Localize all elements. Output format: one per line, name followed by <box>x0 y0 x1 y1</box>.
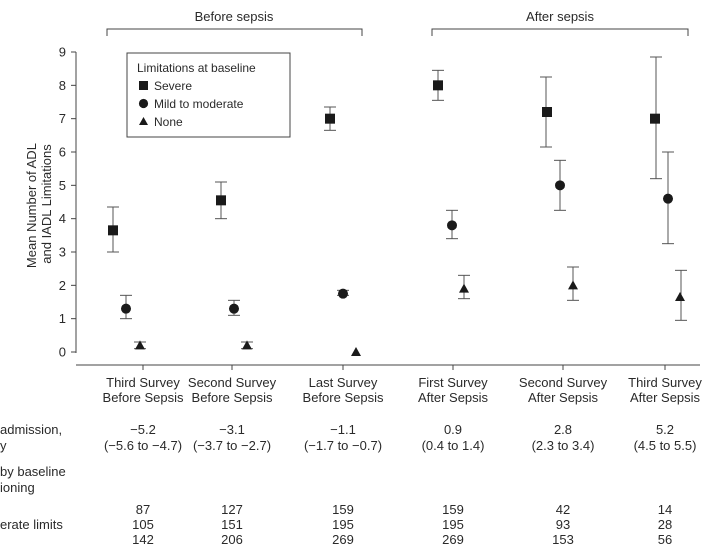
legend-item-none: None <box>154 115 183 129</box>
table-cell-count: 153 <box>552 532 574 547</box>
data-point-triangle <box>459 283 469 293</box>
data-point-square <box>108 225 118 236</box>
table-cell-estimate: 5.2 <box>656 422 674 437</box>
x-category-label: Third Survey <box>628 375 702 390</box>
table-row-label: by baseline <box>0 464 66 479</box>
y-tick-label: 7 <box>59 111 66 126</box>
data-point-circle <box>338 288 348 299</box>
y-tick-label: 9 <box>59 45 66 60</box>
series-circle <box>120 151 674 320</box>
x-category-label: Before Sepsis <box>303 390 384 405</box>
group-bracket-before: Before sepsis <box>106 9 363 36</box>
x-category-label: Second Survey <box>519 375 608 390</box>
y-tick-label: 4 <box>59 211 66 226</box>
legend-circle-icon <box>138 98 149 109</box>
table-cell-count: 93 <box>556 517 570 532</box>
y-axis-ticks: 0 1 2 3 4 5 6 7 8 9 <box>59 45 76 360</box>
data-point-circle <box>663 193 673 204</box>
table-cell-estimate: −1.1 <box>330 422 356 437</box>
data-point-square <box>542 107 552 117</box>
data-point-circle <box>229 303 239 314</box>
table-cell-ci: (−5.6 to −4.7) <box>104 438 182 453</box>
x-category-label: First Survey <box>418 375 488 390</box>
legend-title: Limitations at baseline <box>137 61 256 75</box>
legend-item-severe: Severe <box>154 79 192 93</box>
y-axis-label: Mean Number of ADL and IADL Limitations <box>24 140 54 268</box>
data-point-triangle <box>351 347 361 356</box>
table-cell-estimate: 2.8 <box>554 422 572 437</box>
table-cell-count: 269 <box>332 532 354 547</box>
table-row-label: admission, <box>0 422 62 437</box>
data-point-circle <box>447 220 457 231</box>
table-cell-count: 269 <box>442 532 464 547</box>
y-tick-label: 0 <box>59 345 66 360</box>
group-label-before: Before sepsis <box>195 9 274 24</box>
table-cell-count: 195 <box>332 517 354 532</box>
table-cell-estimate: 0.9 <box>444 422 462 437</box>
group-label-after: After sepsis <box>526 9 594 24</box>
table-cell-ci: (−3.7 to −2.7) <box>193 438 271 453</box>
table-cell-ci: (−1.7 to −0.7) <box>304 438 382 453</box>
series-square <box>107 56 662 253</box>
table-cell-count: 142 <box>132 532 154 547</box>
table-cell-count: 195 <box>442 517 464 532</box>
y-tick-label: 2 <box>59 278 66 293</box>
y-tick-label: 6 <box>59 145 66 160</box>
y-tick-label: 3 <box>59 245 66 260</box>
data-point-square <box>433 80 443 91</box>
table-cell-count: 151 <box>221 517 243 532</box>
table-cell-count: 87 <box>136 502 150 517</box>
data-point-square <box>650 113 660 124</box>
y-axis-label-line-2: and IADL Limitations <box>39 144 54 264</box>
legend: Limitations at baseline Severe Mild to m… <box>126 52 291 138</box>
table-cell-ci: (4.5 to 5.5) <box>634 438 697 453</box>
x-category-label: Before Sepsis <box>192 390 273 405</box>
data-point-triangle <box>568 280 578 290</box>
x-category-label: After Sepsis <box>630 390 701 405</box>
y-tick-label: 8 <box>59 78 66 93</box>
data-point-square <box>216 195 226 206</box>
summary-table: admission,y −5.2(−5.6 to −4.7) −3.1(−3.7 t… <box>0 422 696 547</box>
data-marks <box>107 56 687 356</box>
y-tick-label: 5 <box>59 178 66 193</box>
data-point-triangle <box>135 340 145 350</box>
table-cell-ci: (0.4 to 1.4) <box>422 438 485 453</box>
x-category-label: After Sepsis <box>528 390 599 405</box>
table-cell-count: 56 <box>658 532 672 547</box>
table-row-label: erate limits <box>0 517 63 532</box>
y-tick-label: 1 <box>59 311 66 326</box>
table-cell-estimate: −3.1 <box>219 422 245 437</box>
table-cell-count: 42 <box>556 502 570 517</box>
x-category-label: Before Sepsis <box>103 390 184 405</box>
legend-square-icon <box>139 81 148 90</box>
table-cell-estimate: −5.2 <box>130 422 156 437</box>
table-cell-count: 14 <box>658 502 672 517</box>
x-category-label: After Sepsis <box>418 390 489 405</box>
data-point-circle <box>121 303 131 314</box>
series-triangle <box>134 266 687 356</box>
table-cell-count: 105 <box>132 517 154 532</box>
table-cell-count: 159 <box>332 502 354 517</box>
table-cell-count: 159 <box>442 502 464 517</box>
x-category-label: Last Survey <box>309 375 378 390</box>
legend-item-mild: Mild to moderate <box>154 97 244 111</box>
table-row-label: ioning <box>0 480 35 495</box>
table-cell-ci: (2.3 to 3.4) <box>532 438 595 453</box>
table-cell-count: 206 <box>221 532 243 547</box>
data-point-square <box>325 113 335 124</box>
x-category-label: Second Survey <box>188 375 277 390</box>
y-axis-label-line-1: Mean Number of ADL <box>24 143 39 268</box>
x-category-label: Third Survey <box>106 375 180 390</box>
group-bracket-after: After sepsis <box>431 9 689 36</box>
legend-triangle-icon <box>139 117 148 125</box>
legend-box <box>126 52 291 138</box>
data-point-triangle <box>242 340 252 350</box>
data-point-triangle <box>675 292 685 301</box>
table-cell-count: 28 <box>658 517 672 532</box>
table-cell-count: 127 <box>221 502 243 517</box>
table-row-label: y <box>0 438 7 453</box>
data-point-circle <box>555 180 565 191</box>
